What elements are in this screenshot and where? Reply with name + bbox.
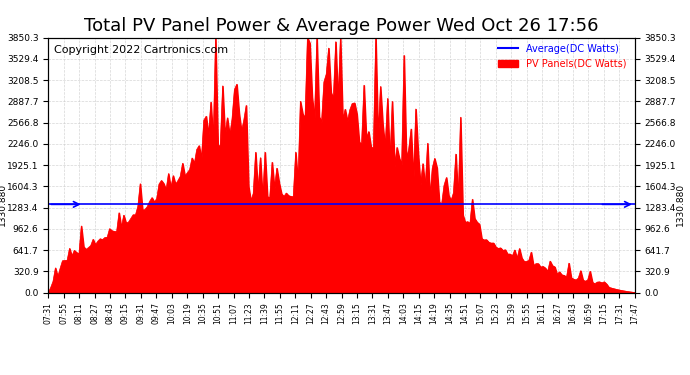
Title: Total PV Panel Power & Average Power Wed Oct 26 17:56: Total PV Panel Power & Average Power Wed… xyxy=(84,16,599,34)
Legend: Average(DC Watts), PV Panels(DC Watts): Average(DC Watts), PV Panels(DC Watts) xyxy=(495,40,630,72)
Text: Copyright 2022 Cartronics.com: Copyright 2022 Cartronics.com xyxy=(55,45,228,55)
Text: 1330.880: 1330.880 xyxy=(0,183,7,226)
Text: 1330.880: 1330.880 xyxy=(676,183,685,226)
